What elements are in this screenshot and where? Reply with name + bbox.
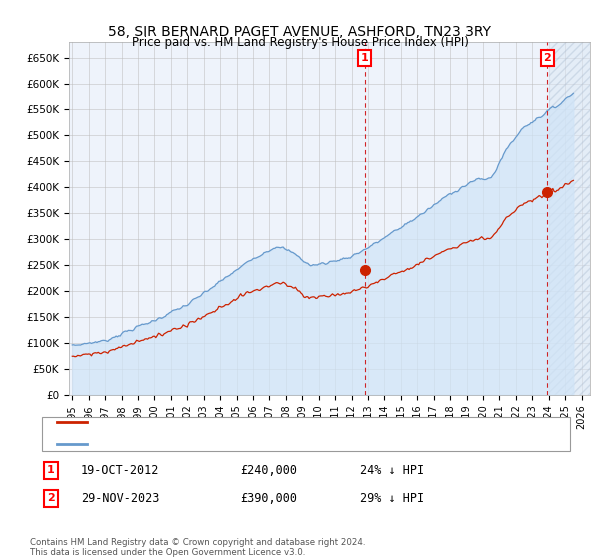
Text: 2: 2 — [544, 53, 551, 63]
Text: 1: 1 — [361, 53, 368, 63]
Text: Price paid vs. HM Land Registry's House Price Index (HPI): Price paid vs. HM Land Registry's House … — [131, 36, 469, 49]
Text: 58, SIR BERNARD PAGET AVENUE, ASHFORD, TN23 3RY (detached house): 58, SIR BERNARD PAGET AVENUE, ASHFORD, T… — [93, 417, 474, 427]
Text: 1: 1 — [47, 465, 55, 475]
Text: 24% ↓ HPI: 24% ↓ HPI — [360, 464, 424, 477]
Text: HPI: Average price, detached house, Ashford: HPI: Average price, detached house, Ashf… — [93, 439, 326, 449]
Text: 29% ↓ HPI: 29% ↓ HPI — [360, 492, 424, 505]
Text: £390,000: £390,000 — [240, 492, 297, 505]
Text: 29-NOV-2023: 29-NOV-2023 — [81, 492, 160, 505]
Text: 19-OCT-2012: 19-OCT-2012 — [81, 464, 160, 477]
Polygon shape — [549, 31, 590, 395]
Text: 2: 2 — [47, 493, 55, 503]
Text: Contains HM Land Registry data © Crown copyright and database right 2024.
This d: Contains HM Land Registry data © Crown c… — [30, 538, 365, 557]
Text: 58, SIR BERNARD PAGET AVENUE, ASHFORD, TN23 3RY: 58, SIR BERNARD PAGET AVENUE, ASHFORD, T… — [109, 25, 491, 39]
Text: £240,000: £240,000 — [240, 464, 297, 477]
